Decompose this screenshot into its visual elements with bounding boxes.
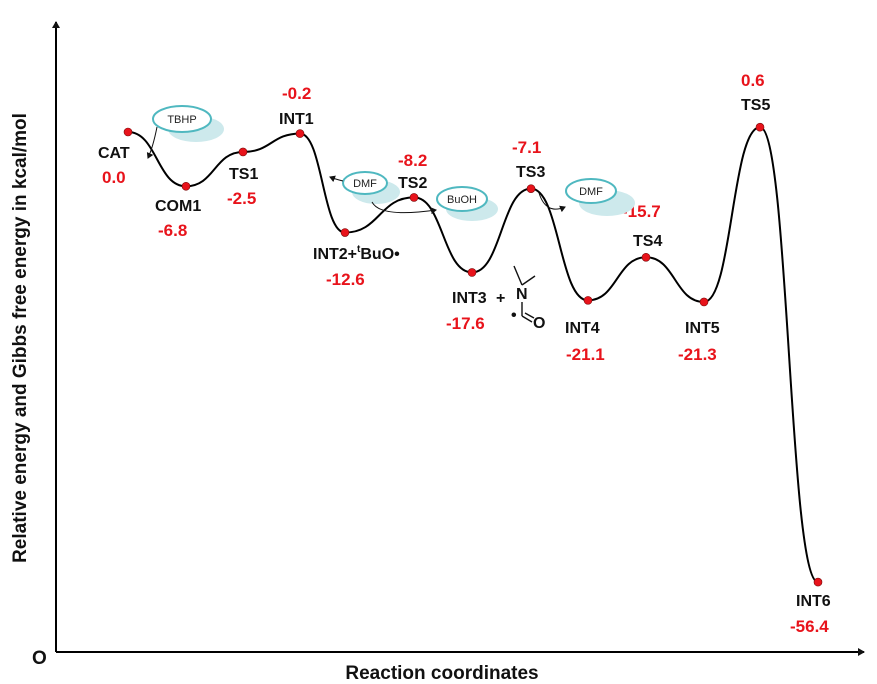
point-ts1	[238, 147, 248, 157]
bond	[521, 275, 536, 286]
reagent-name: DMF	[353, 178, 377, 190]
point-ts5	[755, 122, 765, 132]
reagent-dmf-in: DMF	[329, 171, 400, 204]
oval-outline	[436, 186, 488, 212]
value-ts1: -2.5	[227, 189, 256, 208]
reagent-buoh: BuOH	[371, 186, 498, 221]
value-int3: -17.6	[446, 314, 485, 333]
reagent-name: BuOH	[447, 194, 477, 206]
value-int4: -21.1	[566, 345, 605, 364]
label-cat: CAT	[98, 145, 130, 162]
point-int5	[699, 297, 709, 307]
label-com1: COM1	[155, 198, 201, 215]
radical-dot: •	[511, 307, 517, 324]
label-ts1: TS1	[229, 166, 258, 183]
reagent-arrow	[538, 192, 566, 213]
oval-outline	[342, 171, 388, 195]
label-int6: INT6	[796, 593, 831, 610]
molecule-structure: N O •	[511, 265, 545, 332]
label-ts3: TS3	[516, 164, 545, 181]
value-int1: -0.2	[282, 84, 311, 103]
label-ts2: TS2	[398, 175, 427, 192]
label-int1: INT1	[279, 111, 314, 128]
species-labels: CAT COM1 TS1 INT1 INT2+tBuO• TS2 INT3 + …	[98, 97, 831, 610]
point-ts3	[526, 184, 536, 193]
value-int5: -21.3	[678, 345, 717, 364]
value-ts2: -8.2	[398, 151, 427, 170]
point-int1	[295, 129, 305, 138]
energy-curve	[127, 126, 819, 584]
value-ts5: 0.6	[741, 71, 765, 90]
oval-outline	[565, 178, 617, 204]
label-ts4: TS4	[633, 233, 662, 250]
reagent-name: DMF	[579, 186, 603, 198]
oxygen-atom: O	[533, 315, 545, 332]
oval-outline	[152, 105, 212, 133]
x-axis-title: Reaction coordinates	[345, 663, 538, 684]
point-int6	[813, 577, 823, 587]
point-ts4	[641, 252, 651, 262]
nitrogen-atom: N	[516, 286, 528, 303]
reagent-arrow	[146, 126, 158, 159]
label-ts5: TS5	[741, 97, 770, 114]
data-points	[123, 122, 823, 587]
reagent-arrow	[371, 201, 437, 215]
label-int3-plus: +	[496, 290, 505, 307]
value-cat: 0.0	[102, 168, 126, 187]
y-axis-title: Relative energy and Gibbs free energy in…	[10, 113, 31, 563]
label-int2: INT2+tBuO•	[313, 244, 400, 263]
reagent-tbhp: TBHP	[146, 105, 224, 159]
point-cat	[123, 127, 133, 137]
value-ts3: -7.1	[512, 138, 541, 157]
reagent-dmf-out: DMF	[538, 178, 635, 216]
reagent-arrow	[329, 175, 344, 183]
bond	[524, 312, 535, 319]
point-com1	[181, 181, 191, 191]
point-int4	[583, 296, 593, 305]
value-int2: -12.6	[326, 270, 365, 289]
origin-label: O	[32, 648, 47, 669]
reagent-name: TBHP	[167, 114, 196, 126]
value-com1: -6.8	[158, 221, 187, 240]
label-int3: INT3	[452, 290, 487, 307]
point-ts2	[409, 193, 419, 202]
label-int5: INT5	[685, 320, 720, 337]
value-int6: -56.4	[790, 617, 829, 636]
label-int4: INT4	[565, 320, 600, 337]
bond	[521, 315, 533, 323]
bond	[513, 265, 523, 286]
point-int3	[467, 268, 477, 277]
point-int2	[340, 228, 350, 237]
energy-values: 0.0 -6.8 -2.5 -0.2 -12.6 -8.2 -17.6 -7.1…	[102, 71, 829, 636]
